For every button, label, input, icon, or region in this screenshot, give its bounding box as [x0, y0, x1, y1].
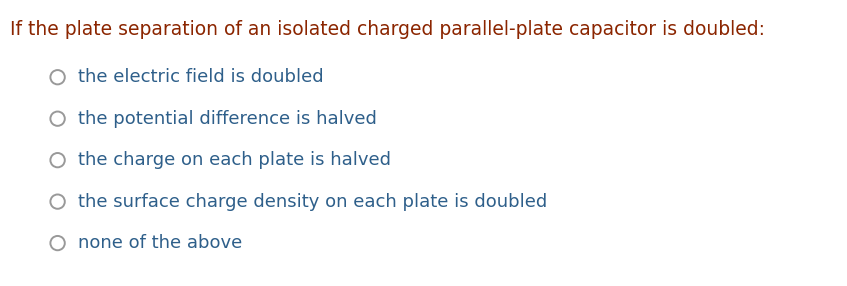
Text: If the plate separation of an isolated charged parallel-plate capacitor is doubl: If the plate separation of an isolated c… [10, 20, 765, 39]
Text: the charge on each plate is halved: the charge on each plate is halved [78, 151, 391, 169]
Text: the electric field is doubled: the electric field is doubled [78, 68, 324, 86]
Text: the potential difference is halved: the potential difference is halved [78, 110, 377, 128]
Text: the surface charge density on each plate is doubled: the surface charge density on each plate… [78, 193, 547, 210]
Text: none of the above: none of the above [78, 234, 242, 252]
